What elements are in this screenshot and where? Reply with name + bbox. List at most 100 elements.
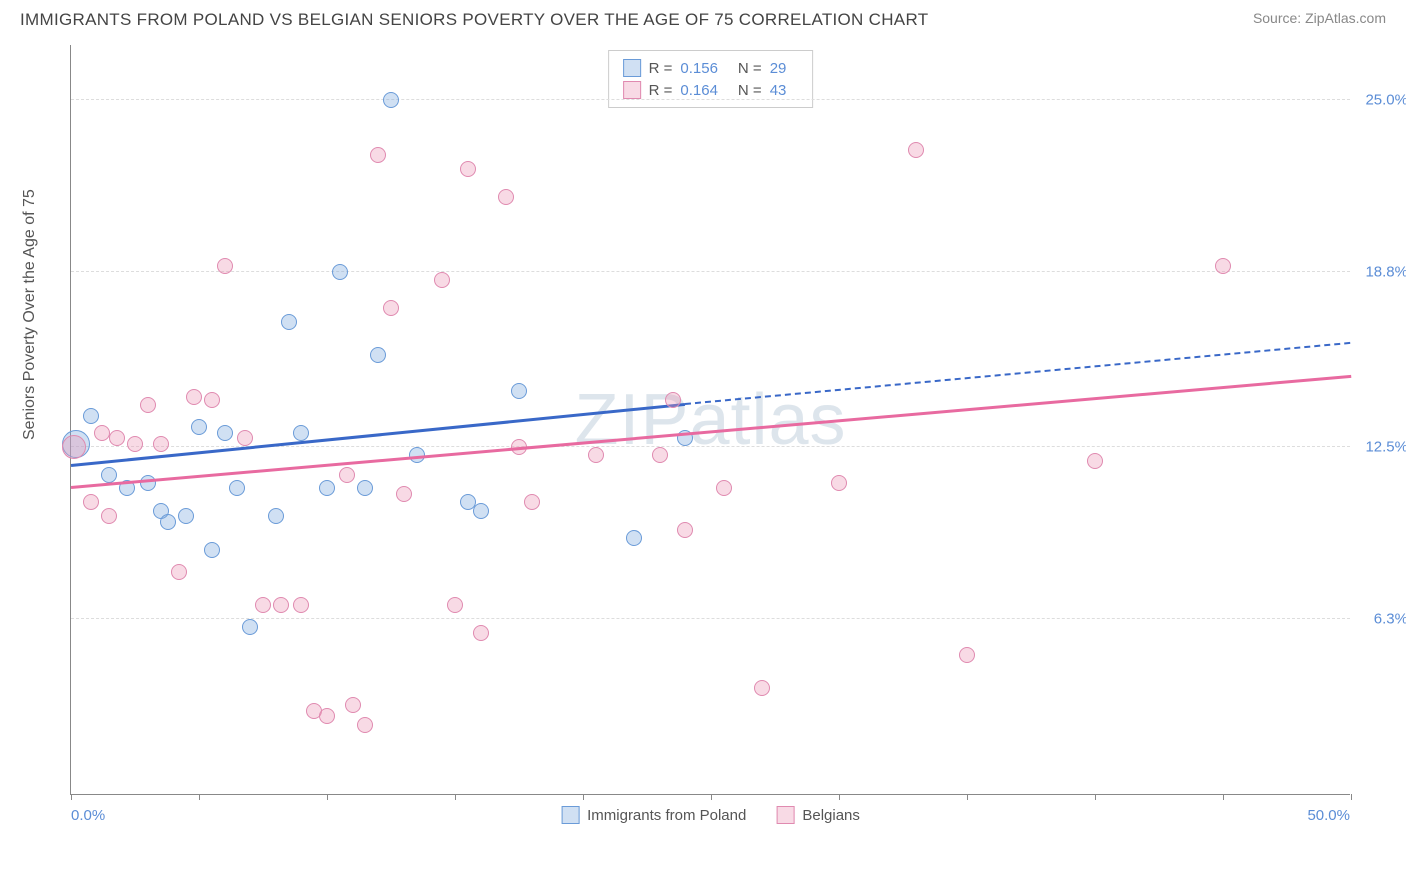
x-tick-mark — [711, 794, 712, 800]
r-value: 0.164 — [680, 82, 718, 99]
data-point — [716, 480, 732, 496]
data-point — [652, 447, 668, 463]
data-point — [1087, 453, 1103, 469]
data-point — [473, 625, 489, 641]
x-tick-mark — [839, 794, 840, 800]
data-point — [140, 475, 156, 491]
data-point — [83, 494, 99, 510]
x-tick-mark — [583, 794, 584, 800]
data-point — [101, 508, 117, 524]
data-point — [626, 530, 642, 546]
data-point — [383, 92, 399, 108]
data-point — [370, 347, 386, 363]
data-point — [229, 480, 245, 496]
data-point — [319, 480, 335, 496]
legend-stat-row: R = 0.156 N = 29 — [623, 57, 799, 79]
n-label: N = — [738, 60, 762, 77]
data-point — [357, 480, 373, 496]
r-value: 0.156 — [680, 60, 718, 77]
data-point — [677, 522, 693, 538]
data-point — [831, 475, 847, 491]
data-point — [62, 435, 86, 459]
trend-line — [685, 342, 1351, 405]
data-point — [242, 619, 258, 635]
scatter-plot: ZIPatlas R =0.156N =29R =0.164N =43 Immi… — [70, 45, 1350, 795]
y-tick-label: 25.0% — [1365, 91, 1406, 108]
data-point — [511, 383, 527, 399]
x-tick-mark — [1351, 794, 1352, 800]
data-point — [186, 389, 202, 405]
legend-series: Immigrants from Poland Belgians — [561, 806, 860, 824]
data-point — [140, 397, 156, 413]
x-tick-mark — [199, 794, 200, 800]
data-point — [473, 503, 489, 519]
r-label: R = — [649, 60, 673, 77]
x-label-start: 0.0% — [71, 807, 105, 824]
gridline — [71, 99, 1350, 100]
data-point — [178, 508, 194, 524]
data-point — [396, 486, 412, 502]
data-point — [524, 494, 540, 510]
x-tick-mark — [967, 794, 968, 800]
data-point — [460, 161, 476, 177]
data-point — [754, 680, 770, 696]
trend-line — [71, 375, 1351, 489]
legend-swatch — [776, 806, 794, 824]
watermark: ZIPatlas — [574, 379, 846, 461]
data-point — [204, 542, 220, 558]
data-point — [217, 258, 233, 274]
y-tick-label: 6.3% — [1374, 611, 1406, 628]
data-point — [293, 425, 309, 441]
data-point — [101, 467, 117, 483]
data-point — [171, 564, 187, 580]
legend-swatch — [561, 806, 579, 824]
data-point — [588, 447, 604, 463]
data-point — [293, 597, 309, 613]
data-point — [237, 430, 253, 446]
legend-series-item: Belgians — [776, 806, 860, 824]
data-point — [332, 264, 348, 280]
legend-swatch — [623, 81, 641, 99]
x-label-end: 50.0% — [1307, 807, 1350, 824]
data-point — [665, 392, 681, 408]
data-point — [281, 314, 297, 330]
gridline — [71, 618, 1350, 619]
n-value: 29 — [770, 60, 787, 77]
source-label: Source: ZipAtlas.com — [1253, 10, 1386, 26]
data-point — [345, 697, 361, 713]
legend-series-item: Immigrants from Poland — [561, 806, 746, 824]
data-point — [94, 425, 110, 441]
x-tick-mark — [455, 794, 456, 800]
n-label: N = — [738, 82, 762, 99]
chart-title: IMMIGRANTS FROM POLAND VS BELGIAN SENIOR… — [20, 10, 928, 30]
data-point — [357, 717, 373, 733]
data-point — [908, 142, 924, 158]
legend-series-label: Belgians — [802, 807, 860, 824]
data-point — [255, 597, 271, 613]
data-point — [339, 467, 355, 483]
data-point — [204, 392, 220, 408]
data-point — [83, 408, 99, 424]
data-point — [498, 189, 514, 205]
x-tick-mark — [1095, 794, 1096, 800]
data-point — [191, 419, 207, 435]
x-tick-mark — [1223, 794, 1224, 800]
data-point — [127, 436, 143, 452]
data-point — [268, 508, 284, 524]
data-point — [319, 708, 335, 724]
data-point — [447, 597, 463, 613]
y-axis-label: Seniors Poverty Over the Age of 75 — [21, 189, 39, 440]
y-tick-label: 12.5% — [1365, 438, 1406, 455]
data-point — [434, 272, 450, 288]
r-label: R = — [649, 82, 673, 99]
data-point — [109, 430, 125, 446]
legend-series-label: Immigrants from Poland — [587, 807, 746, 824]
x-tick-mark — [71, 794, 72, 800]
data-point — [153, 436, 169, 452]
y-tick-label: 18.8% — [1365, 263, 1406, 280]
data-point — [160, 514, 176, 530]
legend-swatch — [623, 59, 641, 77]
gridline — [71, 271, 1350, 272]
data-point — [217, 425, 233, 441]
data-point — [273, 597, 289, 613]
